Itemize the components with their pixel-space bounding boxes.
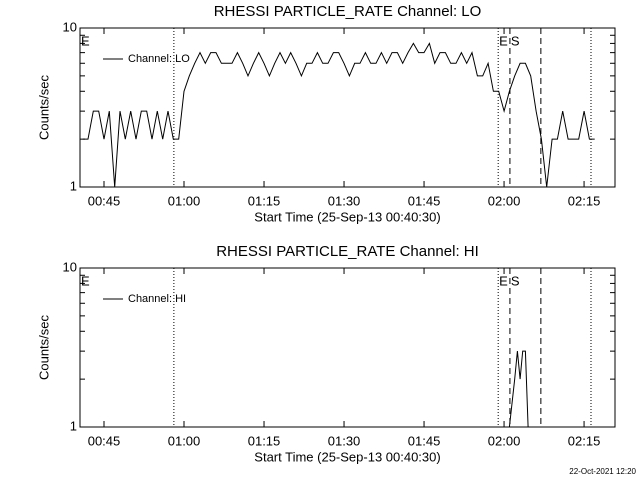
marker-label: S (511, 273, 520, 288)
marker-label: E (81, 273, 90, 288)
timestamp: 22-Oct-2021 12:20 (569, 467, 636, 476)
y-tick-label: 10 (63, 259, 77, 274)
x-tick-label: 01:45 (408, 193, 441, 208)
x-tick-label: 01:30 (328, 433, 361, 448)
x-tick-label: 01:00 (168, 193, 201, 208)
plot-frame (79, 267, 616, 428)
y-axis-label: Counts/sec (36, 74, 51, 140)
x-axis-label: Start Time (25-Sep-13 00:40:30) (254, 449, 440, 464)
y-tick-label: 1 (70, 418, 77, 433)
x-tick-label: 02:15 (568, 193, 601, 208)
marker-label: E (81, 33, 90, 48)
x-tick-label: 01:15 (248, 433, 281, 448)
x-tick-label: 02:15 (568, 433, 601, 448)
data-line (82, 350, 595, 428)
x-tick-label: 01:45 (408, 433, 441, 448)
marker-label: E (499, 33, 508, 48)
x-tick-label: 01:00 (168, 433, 201, 448)
x-tick-label: 02:00 (488, 433, 521, 448)
x-tick-label: 01:15 (248, 193, 281, 208)
marker-label: S (511, 33, 520, 48)
y-axis-label: Counts/sec (36, 314, 51, 380)
chart-title: RHESSI PARTICLE_RATE Channel: HI (216, 243, 479, 260)
marker-label: E (499, 273, 508, 288)
legend-label: Channel: LO (128, 53, 190, 65)
legend-label: Channel: HI (128, 293, 186, 305)
data-line (82, 42, 595, 188)
x-tick-label: 00:45 (88, 193, 121, 208)
plot-frame (79, 27, 616, 188)
y-tick-label: 1 (70, 178, 77, 193)
x-axis-label: Start Time (25-Sep-13 00:40:30) (254, 209, 440, 224)
x-tick-label: 02:00 (488, 193, 521, 208)
chart-title: RHESSI PARTICLE_RATE Channel: LO (214, 3, 482, 20)
x-tick-label: 01:30 (328, 193, 361, 208)
y-tick-label: 10 (63, 19, 77, 34)
x-tick-label: 00:45 (88, 433, 121, 448)
